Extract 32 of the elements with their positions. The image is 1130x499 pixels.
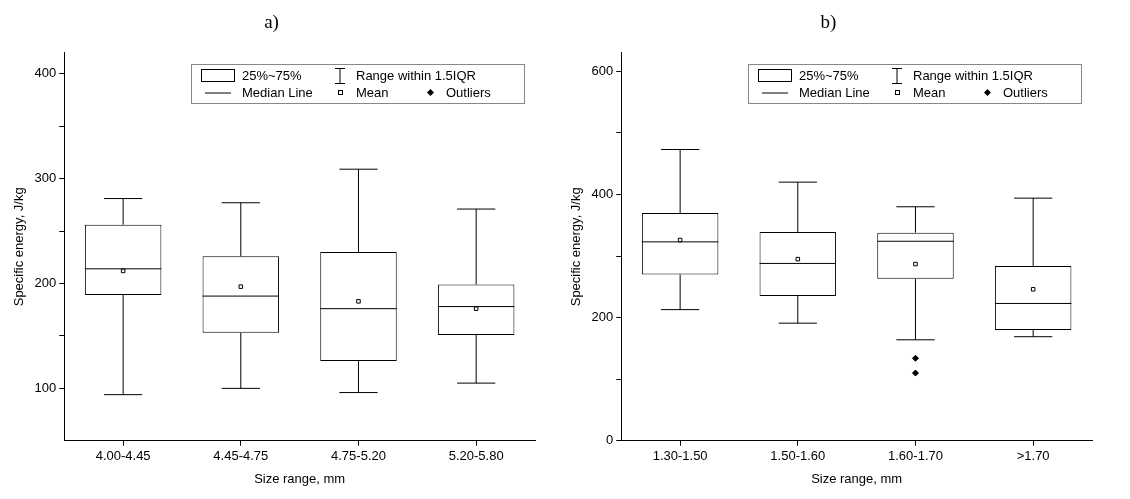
x-tick-label: 1.30-1.50	[652, 448, 708, 464]
y-tick-label: 200	[591, 309, 614, 325]
x-tick-label: 5.20-5.80	[448, 448, 504, 464]
annotation: Mean	[913, 84, 946, 101]
annotation: Mean	[356, 84, 389, 101]
x-tick-label: 1.50-1.60	[770, 448, 826, 464]
annotation: Median Line	[242, 84, 313, 101]
annotation: Range within 1.5IQR	[913, 67, 1033, 84]
y-tick-label: 400	[34, 65, 57, 81]
y-axis-title: Specific energy, J/kg	[11, 187, 27, 307]
chart-title: a)	[264, 11, 279, 34]
y-tick-label: 100	[34, 379, 57, 395]
y-tick-label: 0	[606, 432, 614, 448]
annotation: Outliers	[446, 84, 491, 101]
y-axis-title: Specific energy, J/kg	[568, 187, 584, 307]
y-tick-label: 600	[591, 62, 614, 78]
annotation: Range within 1.5IQR	[356, 67, 476, 84]
y-tick-label: 400	[591, 186, 614, 202]
x-tick-label: 4.75-5.20	[331, 448, 386, 464]
x-tick-label: 4.45-4.75	[213, 448, 269, 464]
y-tick-label: 200	[34, 275, 57, 291]
annotation: 25%~75%	[242, 67, 302, 84]
x-tick-label: 4.00-4.45	[95, 448, 151, 464]
y-tick-label: 300	[34, 170, 57, 186]
x-tick-label: >1.70	[1016, 448, 1050, 464]
annotation: 25%~75%	[799, 67, 859, 84]
annotation: Median Line	[799, 84, 870, 101]
annotation: Outliers	[1003, 84, 1048, 101]
x-axis-title: Size range, mm	[254, 470, 346, 486]
x-axis-title: Size range, mm	[811, 470, 903, 486]
x-tick-label: 1.60-1.70	[888, 448, 943, 464]
chart-title: b)	[820, 11, 837, 34]
